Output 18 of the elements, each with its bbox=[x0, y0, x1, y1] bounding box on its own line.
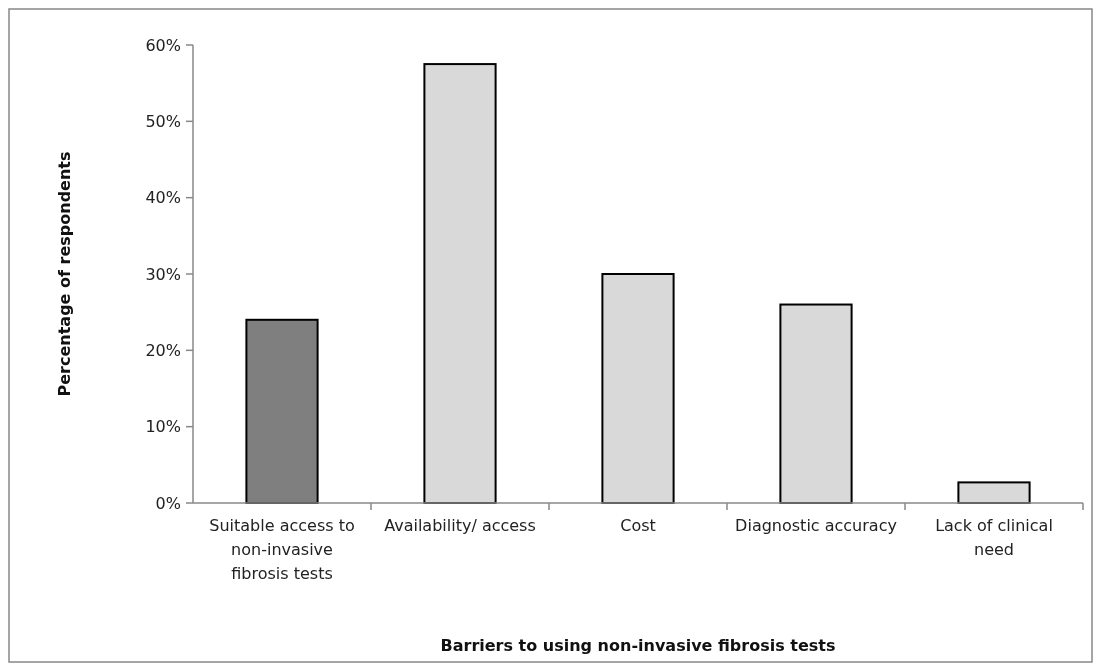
y-tick-label: 60% bbox=[145, 35, 181, 55]
x-tick-label: Lack of clinical need bbox=[935, 516, 1053, 559]
y-axis-title: Percentage of respondents bbox=[55, 151, 74, 397]
bar bbox=[779, 303, 853, 504]
x-axis-title: Barriers to using non-invasive fibrosis tests bbox=[440, 636, 836, 655]
x-tick-label: Availability/ access bbox=[384, 516, 536, 535]
y-tick-label: 0% bbox=[155, 493, 181, 513]
bar bbox=[601, 273, 675, 504]
bar bbox=[423, 63, 497, 504]
y-tick-label: 10% bbox=[145, 417, 181, 437]
x-tick-label: Cost bbox=[620, 516, 656, 535]
y-tick-label: 30% bbox=[145, 264, 181, 284]
x-tick-label: Diagnostic accuracy bbox=[735, 516, 897, 535]
bar bbox=[957, 481, 1031, 504]
y-tick-label: 40% bbox=[145, 188, 181, 208]
y-tick-label: 20% bbox=[145, 340, 181, 360]
y-tick-label: 50% bbox=[145, 111, 181, 131]
x-tick-label: Suitable access to non-invasive fibrosis tests bbox=[209, 516, 355, 583]
